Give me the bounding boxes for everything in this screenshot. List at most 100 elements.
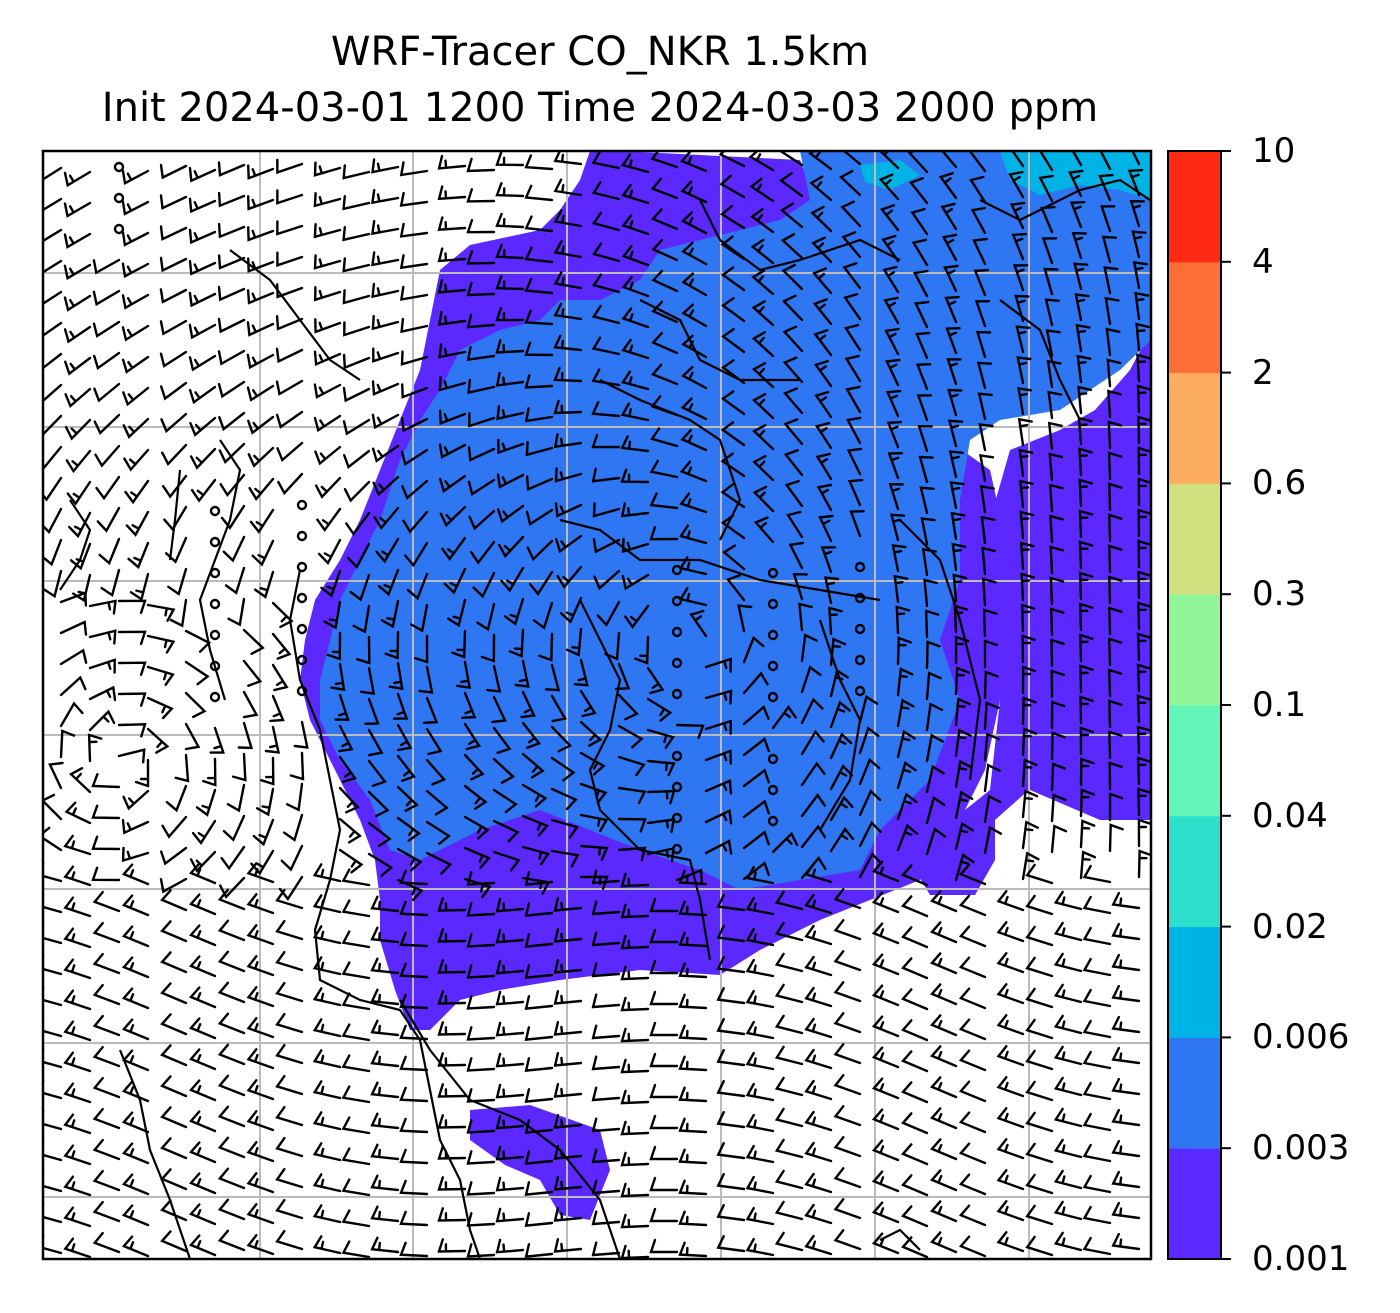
wind-barb: [1053, 983, 1083, 1004]
wind-barb: [312, 863, 342, 883]
wind-barb: [399, 254, 429, 270]
wind-barb: [1025, 1080, 1054, 1102]
wind-barb: [579, 720, 603, 747]
wind-barb: [681, 241, 708, 266]
wind-barb: [678, 1024, 708, 1041]
wind-barb: [371, 158, 400, 174]
wind-barb: [886, 420, 903, 449]
wind-barb: [745, 1175, 775, 1195]
wind-barb: [460, 691, 477, 719]
wind-barb: [745, 865, 775, 885]
wind-barb: [68, 767, 92, 794]
wind-barb: [121, 1111, 150, 1134]
wind-barb: [370, 926, 400, 944]
wind-barb: [343, 321, 371, 337]
wind-barb: [649, 526, 679, 541]
wind-barb: [650, 208, 679, 231]
wind-barb: [468, 412, 496, 428]
wind-barb: [804, 1141, 833, 1163]
wind-barb: [591, 1241, 621, 1257]
wind-barb: [621, 537, 650, 554]
wind-barb: [840, 200, 862, 228]
wind-barb: [188, 893, 217, 916]
wind-barb: [117, 748, 146, 764]
wind-barb: [370, 1050, 400, 1068]
wind-barb: [117, 599, 147, 614]
wind-barb: [982, 608, 998, 638]
wind-barb: [43, 862, 63, 883]
wind-barb: [63, 294, 92, 312]
wind-barb: [620, 468, 650, 484]
wind-barb: [276, 441, 304, 462]
wind-barb: [43, 793, 63, 821]
wind-barb: [614, 662, 631, 691]
wind-barb: [592, 502, 621, 518]
wind-barb: [1076, 354, 1092, 384]
wind-barb: [947, 419, 964, 448]
wind-barb: [954, 666, 971, 696]
wind-barb: [246, 1203, 275, 1225]
wind-barb: [1137, 539, 1151, 569]
wind-barb: [63, 170, 92, 188]
wind-barb: [1049, 545, 1065, 575]
wind-barb: [399, 931, 429, 948]
wind-barb: [620, 435, 650, 453]
wind-barb: [521, 721, 542, 749]
wind-barb: [190, 478, 217, 503]
wind-barb: [980, 515, 996, 545]
wind-barb: [996, 1107, 1025, 1129]
wind-barb: [930, 1107, 958, 1130]
wind-barb: [1050, 731, 1066, 761]
wind-barb: [1099, 151, 1112, 171]
wind-barb: [858, 820, 882, 848]
wind-barb: [896, 761, 917, 790]
wind-barb: [958, 1080, 987, 1103]
wind-barb: [217, 919, 246, 942]
wind-barb: [1136, 384, 1151, 414]
wind-barb: [930, 921, 958, 944]
wind-barb: [913, 300, 930, 329]
wind-barb: [745, 927, 775, 947]
wind-barb: [189, 416, 217, 437]
wind-barb: [1025, 894, 1054, 916]
wind-barb: [1108, 606, 1123, 636]
wind-barb: [720, 452, 746, 478]
wind-barb: [858, 852, 883, 879]
wind-barb: [954, 821, 974, 851]
wind-barb: [121, 894, 150, 917]
wind-barb: [121, 262, 150, 279]
wind-barb: [1108, 513, 1123, 543]
calm-marker: [767, 629, 779, 641]
wind-barb: [1111, 922, 1141, 941]
wind-barb: [1020, 603, 1036, 633]
wind-barb: [815, 452, 833, 481]
wind-barb: [681, 365, 708, 390]
wind-barb: [720, 390, 746, 416]
wind-barb: [43, 197, 63, 212]
wind-barb: [275, 347, 304, 364]
wind-barb: [246, 986, 275, 1008]
wind-barb: [833, 950, 862, 972]
wind-barb: [217, 254, 246, 270]
wind-barb: [1046, 359, 1062, 389]
wind-barb: [146, 696, 174, 720]
wind-barb: [591, 1086, 621, 1102]
wind-barb: [188, 385, 217, 405]
wind-barb: [1047, 390, 1063, 420]
wind-barb: [312, 1173, 342, 1193]
wind-barb: [122, 386, 150, 407]
wind-barb: [312, 1049, 342, 1069]
wind-barb: [871, 1077, 900, 1100]
wind-barb: [1025, 987, 1054, 1009]
wind-barb: [553, 959, 583, 974]
wind-barb: [247, 446, 275, 468]
wind-barb: [92, 1231, 121, 1254]
wind-barb: [160, 1044, 188, 1067]
colorbar-tick-label: 2: [1252, 352, 1274, 393]
wind-barb: [338, 724, 354, 753]
wind-barb: [1053, 1169, 1083, 1190]
wind-barb: [752, 485, 775, 513]
wind-barb: [829, 827, 855, 853]
wind-barb: [237, 721, 254, 750]
wind-barb: [938, 172, 958, 200]
